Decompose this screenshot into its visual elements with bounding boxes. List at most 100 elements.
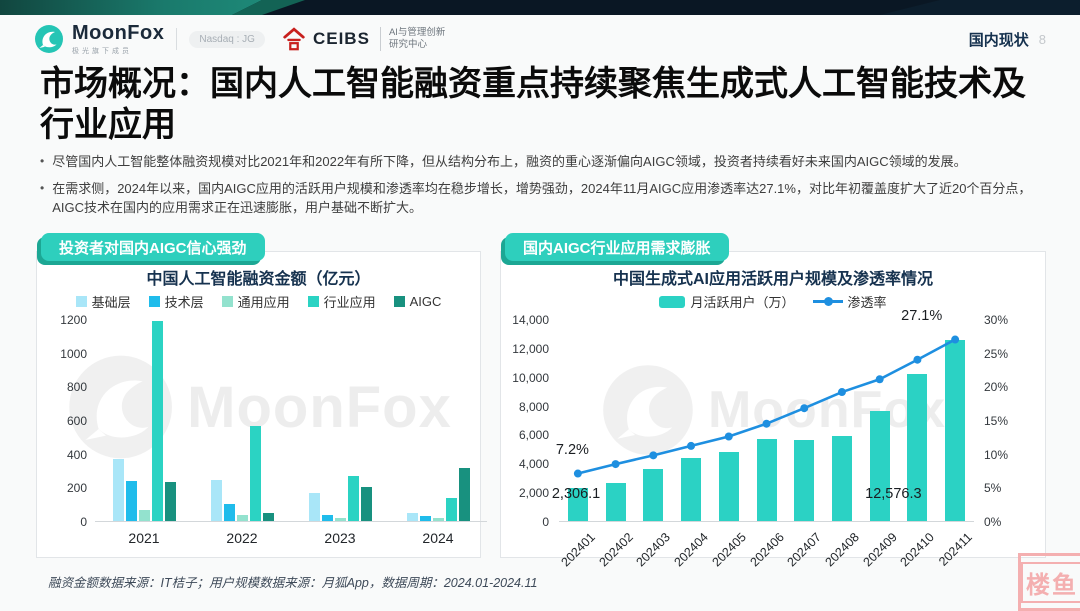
ceibs-logo: CEIBS AI与管理创新 研究中心: [281, 26, 445, 52]
brand-name: MoonFox: [72, 22, 165, 44]
users-chart-plot: [559, 320, 974, 522]
annotation-first-penetration: 7.2%: [555, 441, 589, 458]
legend-swatch-icon: [148, 296, 160, 307]
x-axis-label: 202403: [633, 530, 674, 570]
legend-item-mau: 月活跃用户（万）: [659, 292, 795, 311]
bar-mau: [794, 440, 815, 521]
bar-mau: [605, 482, 626, 521]
legend-item: 行业应用: [307, 292, 376, 311]
x-axis-label: 202408: [822, 530, 862, 570]
bar-AIGC: [164, 482, 176, 521]
x-axis-label: 202405: [709, 530, 749, 570]
right-panel-badge: 国内AIGC行业应用需求膨胀: [505, 233, 729, 261]
y-axis-tick-right: 15%: [984, 414, 1009, 428]
brand-subtitle: 极光旗下成员: [72, 48, 132, 55]
aigc-users-chart-panel: 国内AIGC行业应用需求膨胀 中国生成式AI应用活跃用户规模及渗透率情况 月活跃…: [500, 233, 1046, 569]
y-axis-tick: 1200: [60, 313, 87, 327]
annotation-first-mau: 2,306.1: [551, 486, 601, 502]
header-divider: [176, 28, 178, 50]
funding-chart-plot: [95, 320, 487, 522]
bar-行业应用: [347, 475, 359, 521]
users-chart-title: 中国生成式AI应用活跃用户规模及渗透率情况: [612, 271, 933, 288]
bullet-item: • 尽管国内人工智能整体融资规模对比2021年和2022年有所下降，但从结构分布…: [40, 152, 1050, 172]
data-source-note: 融资金额数据来源：IT桔子；用户规模数据来源：月狐App，数据周期：2024.0…: [48, 576, 538, 590]
y-axis-tick-left: 0: [542, 515, 549, 529]
legend-swatch-icon: [393, 296, 405, 307]
bar-通用应用: [432, 518, 444, 521]
y-axis-tick: 0: [80, 515, 87, 529]
bar-mau: [907, 373, 928, 521]
x-axis-label: 2023: [324, 530, 356, 546]
x-axis-label: 202406: [747, 530, 787, 570]
x-axis-label: 202402: [596, 530, 636, 570]
bar-AIGC: [458, 467, 470, 521]
y-axis-tick-left: 12,000: [512, 341, 549, 356]
y-axis-tick-right: 10%: [984, 447, 1009, 462]
bullet-dot: •: [40, 154, 45, 168]
bar-行业应用: [249, 425, 261, 521]
nasdaq-badge: Nasdaq : JG: [189, 30, 265, 48]
bar-AIGC: [262, 512, 274, 521]
bar-基础层: [308, 493, 320, 521]
bar-行业应用: [445, 498, 457, 521]
legend-item: AIGC: [393, 294, 442, 309]
bar-技术层: [125, 481, 137, 521]
y-axis-tick-right: 25%: [984, 346, 1009, 361]
bar-通用应用: [236, 515, 248, 521]
bar-mau: [831, 435, 852, 521]
bar-mau: [567, 487, 588, 521]
funding-chart-title: 中国人工智能融资金额（亿元）: [146, 271, 371, 288]
bar-技术层: [321, 515, 333, 521]
penetration-line-series: [573, 335, 960, 478]
ceibs-subtitle: AI与管理创新 研究中心: [379, 26, 445, 52]
bullet-item: • 在需求侧，2024年以来，国内AIGC应用的活跃用户规模和渗透率均在稳步增长…: [40, 179, 1050, 218]
y-axis-tick-left: 2,000: [518, 486, 549, 501]
moonfox-logo: MoonFox 极光旗下成员: [34, 22, 164, 56]
bar-mau: [869, 411, 890, 521]
bar-基础层: [210, 479, 222, 521]
left-panel-badge: 投资者对国内AIGC信心强劲: [41, 233, 265, 261]
bar-行业应用: [151, 320, 163, 521]
ceibs-subtitle-line2: 研究中心: [388, 39, 427, 50]
mau-swatch-icon: [659, 295, 686, 308]
legend-item: 基础层: [75, 292, 131, 311]
bar-通用应用: [334, 518, 346, 521]
seal-stamp-watermark: 楼鱼: [1018, 553, 1080, 611]
y-axis-tick-right: 5%: [984, 481, 1002, 496]
header: MoonFox 极光旗下成员 Nasdaq : JG CEIBS AI与管理创新…: [0, 15, 1080, 63]
y-axis-tick: 400: [66, 447, 87, 462]
y-axis-tick-left: 6,000: [518, 428, 549, 443]
legend-label: 技术层: [164, 295, 204, 310]
ceibs-pavilion-icon: [283, 27, 305, 51]
legend-swatch-icon: [75, 296, 87, 307]
funding-chart-panel: 投资者对国内AIGC信心强劲 中国人工智能融资金额（亿元） 基础层 技术层 通用应用…: [36, 233, 487, 558]
legend-label: AIGC: [409, 294, 442, 309]
x-axis-label: 202409: [860, 530, 900, 570]
bar-技术层: [223, 504, 235, 521]
bullet-text: 尽管国内人工智能整体融资规模对比2021年和2022年有所下降，但从结构分布上，…: [52, 154, 967, 169]
annotation-last-penetration: 27.1%: [901, 307, 943, 324]
bar-mau: [681, 457, 702, 521]
legend-item: 技术层: [148, 292, 204, 311]
legend-label: 基础层: [91, 295, 131, 310]
y-axis-tick: 200: [66, 481, 87, 496]
bar-mau: [718, 451, 739, 521]
y-axis-tick-left: 10,000: [512, 370, 549, 385]
x-axis-line: [559, 521, 974, 522]
y-axis-tick-left: 8,000: [518, 399, 549, 414]
bar-mau: [643, 469, 664, 521]
bullet-list: • 尽管国内人工智能整体融资规模对比2021年和2022年有所下降，但从结构分布…: [40, 152, 1050, 225]
top-accent-bar: [0, 0, 1080, 15]
bar-通用应用: [138, 510, 150, 521]
x-axis-label: 202411: [936, 530, 976, 569]
legend-item: 通用应用: [221, 292, 290, 311]
legend-swatch-icon: [307, 296, 319, 307]
y-axis-tick: 600: [66, 414, 87, 428]
y-axis-tick-right: 20%: [984, 380, 1009, 395]
legend-item-penetration: 渗透率: [812, 292, 887, 311]
bar-基础层: [112, 458, 124, 521]
x-axis-label: 202410: [897, 530, 938, 570]
annotation-last-mau: 12,576.3: [865, 486, 922, 502]
legend-label-mau: 月活跃用户（万）: [690, 295, 795, 310]
bullet-text: 在需求侧，2024年以来，国内AIGC应用的活跃用户规模和渗透率均在稳步增长，增…: [52, 180, 1032, 216]
